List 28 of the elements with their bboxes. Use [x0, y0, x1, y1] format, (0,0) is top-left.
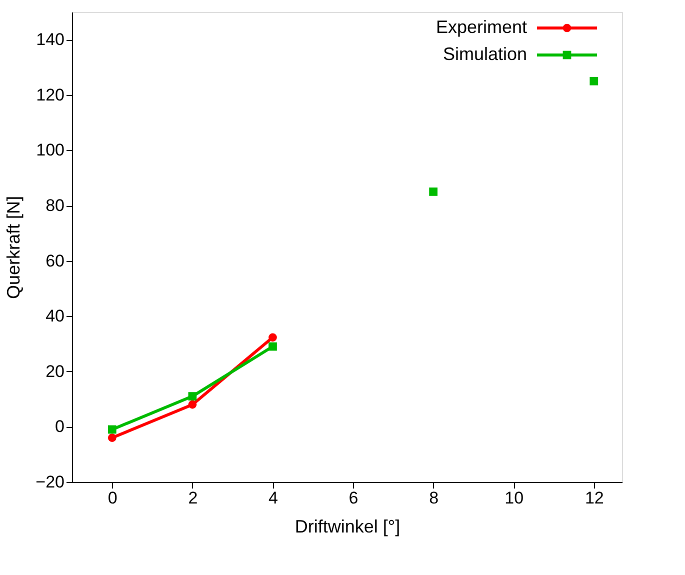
x-tick-label: 0: [108, 488, 118, 508]
point: [188, 400, 197, 409]
x-tick-label: 2: [188, 488, 198, 508]
point: [268, 333, 277, 342]
point: [429, 188, 438, 196]
y-tick-label: 0: [55, 417, 64, 436]
x-axis-title: Driftwinkel [°]: [294, 516, 400, 536]
point: [590, 76, 598, 86]
legend-label: Simulation: [442, 44, 527, 64]
y-tick-label: 60: [46, 251, 64, 270]
y-tick-label: 140: [36, 30, 64, 50]
point: [188, 392, 197, 400]
y-axis-title: Querkraft [N]: [4, 196, 24, 300]
y-tick-label: 120: [36, 85, 64, 104]
legend-label: Experiment: [436, 17, 527, 37]
point: [268, 342, 277, 351]
point: [108, 434, 116, 442]
y-tick-label: 40: [46, 306, 64, 326]
x-tick-label: 4: [268, 488, 278, 508]
y-tick-label: −20: [36, 472, 64, 492]
x-tick-label: 8: [429, 488, 439, 508]
x-tick-label: 6: [348, 488, 358, 508]
point: [108, 425, 116, 434]
x-tick-label: 10: [504, 488, 524, 508]
y-tick-label: 100: [36, 140, 64, 160]
x-tick-label: 12: [584, 488, 604, 508]
y-tick-label: 80: [46, 196, 64, 216]
y-tick-label: 20: [46, 362, 64, 381]
